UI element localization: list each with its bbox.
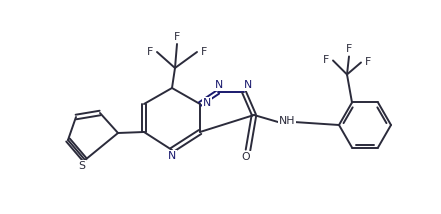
Text: N: N (168, 151, 176, 161)
Text: N: N (215, 80, 223, 90)
Text: F: F (174, 32, 180, 42)
Text: N: N (203, 98, 211, 108)
Text: F: F (201, 47, 207, 57)
Text: F: F (323, 55, 329, 65)
Text: F: F (147, 47, 153, 57)
Text: S: S (78, 161, 86, 171)
Text: NH: NH (279, 116, 295, 126)
Text: O: O (242, 152, 250, 162)
Text: N: N (244, 80, 252, 90)
Text: F: F (346, 45, 352, 55)
Text: F: F (365, 58, 371, 67)
